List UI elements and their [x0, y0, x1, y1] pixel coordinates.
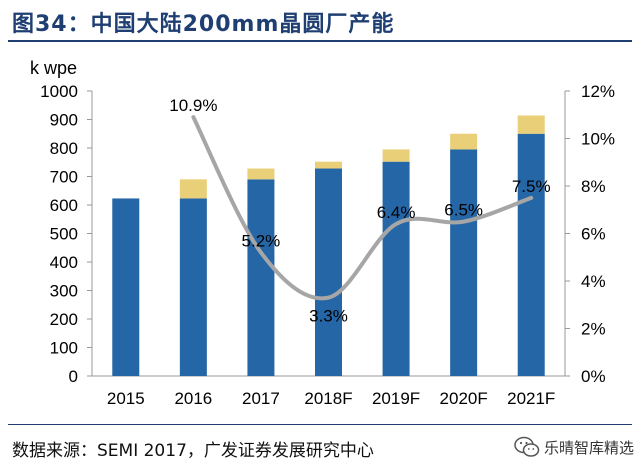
bar-base-2016: [179, 198, 207, 376]
y2-tick-label: 12%: [581, 82, 615, 101]
chart-area: k wpe 0 100 200 300 400 500 600 700 800 900 1000 0% 2…: [0, 44, 640, 424]
bar-base-2018F: [315, 168, 342, 376]
y-tick-label: 200: [50, 310, 78, 329]
bar-increment-2020F: [450, 133, 478, 150]
y-tick-label: 600: [50, 196, 78, 215]
growth-label-2018F: 3.3%: [309, 307, 348, 326]
y-axis-title: k wpe: [30, 58, 77, 78]
source-note: 数据来源：SEMI 2017，广发证券发展研究中心: [12, 441, 374, 461]
y-tick-label: 900: [50, 111, 78, 130]
bar-increment-2019F: [382, 149, 410, 162]
growth-label-2021F: 7.5%: [512, 177, 551, 196]
y-tick-label: 1000: [40, 82, 78, 101]
y-tick-label: 500: [50, 225, 78, 244]
growth-label-2017: 5.2%: [242, 232, 281, 251]
y2-tick-label: 0%: [581, 367, 606, 386]
y-tick-label: 400: [50, 253, 78, 272]
y-tick-label: 800: [50, 139, 78, 158]
wechat-icon: [514, 436, 540, 457]
y2-tick-label: 10%: [581, 130, 615, 149]
chart-svg: k wpe 0 100 200 300 400 500 600 700 800 900 1000 0% 2…: [30, 58, 615, 408]
growth-line: [191, 115, 534, 301]
watermark-text: 乐晴智库精选: [543, 438, 634, 457]
chart-title: 图34：中国大陆200mm晶圆厂产能: [12, 12, 395, 37]
growth-label-2020F: 6.5%: [444, 201, 483, 220]
watermark: 乐晴智库精选: [514, 432, 634, 462]
chart-axes: k wpe 0 100 200 300 400 500 600 700 800 900 1000 0% 2…: [30, 58, 615, 408]
y2-tick-label: 2%: [581, 320, 606, 339]
bar-base-2017: [247, 179, 275, 376]
title-bar: 图34：中国大陆200mm晶圆厂产能: [0, 0, 640, 42]
chart-bars: [112, 115, 545, 376]
x-tick-label: 2015: [107, 389, 145, 408]
data-labels: 10.9% 5.2% 3.3% 6.4% 6.5% 7.5%: [169, 96, 550, 326]
x-tick-label: 2016: [174, 389, 212, 408]
growth-label-2019F: 6.4%: [377, 203, 416, 222]
x-tick-label: 2019F: [372, 389, 420, 408]
footer-divider: [8, 424, 632, 425]
bar-increment-2018F: [315, 161, 342, 169]
title-divider: [8, 40, 632, 42]
x-tick-label: 2018F: [304, 389, 352, 408]
growth-line-path: [191, 115, 534, 301]
y2-tick-label: 8%: [581, 177, 606, 196]
bar-increment-2017: [247, 168, 275, 180]
y-tick-label: 0: [69, 367, 78, 386]
bar-base-2020F: [450, 149, 478, 376]
x-tick-label: 2021F: [507, 389, 555, 408]
x-tick-label: 2017: [242, 389, 280, 408]
bar-base-2015: [112, 198, 140, 376]
bar-increment-2016: [179, 179, 207, 199]
y2-tick-label: 6%: [581, 225, 606, 244]
y-tick-label: 300: [50, 282, 78, 301]
y2-tick-label: 4%: [581, 272, 606, 291]
y-tick-label: 100: [50, 339, 78, 358]
y-tick-label: 700: [50, 168, 78, 187]
growth-label-2016: 10.9%: [169, 96, 217, 115]
bar-base-2019F: [382, 161, 410, 376]
bar-increment-2021F: [517, 115, 545, 134]
x-tick-label: 2020F: [440, 389, 488, 408]
bar-base-2021F: [517, 133, 545, 376]
